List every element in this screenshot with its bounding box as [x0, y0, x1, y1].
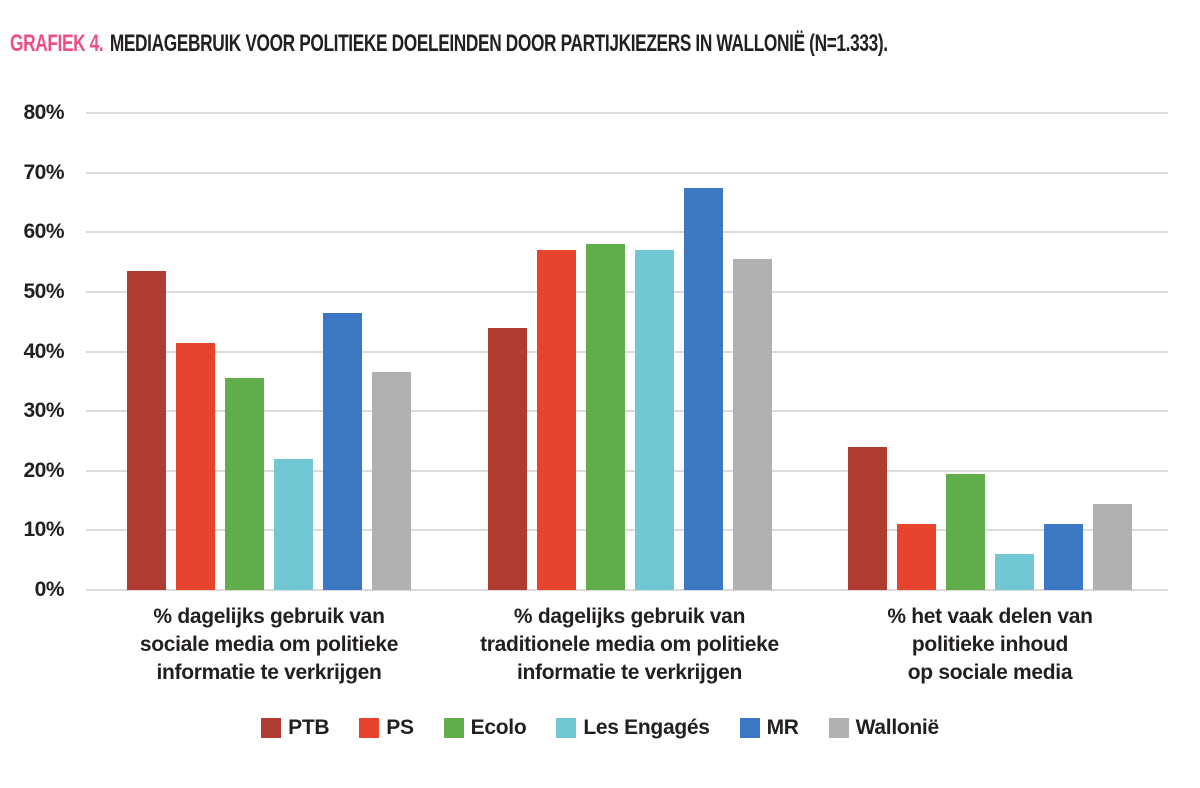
legend-item-ptb: PTB — [261, 716, 330, 740]
gridline-0% — [86, 589, 1168, 591]
bar-ps-group-3 — [897, 524, 936, 590]
legend: PTB PS Ecolo Les Engagés MR Wallonië — [0, 716, 1200, 740]
bar-mr-group-1 — [323, 312, 362, 590]
y-axis-tick-label-50%: 50% — [23, 279, 64, 303]
category-label-line: informatie te verkrijgen — [516, 661, 743, 684]
legend-swatch-ecolo — [443, 718, 464, 738]
legend-item-les-engagés: Les Engagés — [556, 716, 710, 740]
gridline-10% — [86, 529, 1168, 532]
y-axis-tick-label-30%: 30% — [23, 399, 64, 423]
legend-swatch-wallonië — [828, 718, 849, 738]
legend-swatch-les-engagés — [556, 718, 577, 738]
chart-title-prefix: GRAFIEK 4. — [10, 30, 104, 57]
y-axis-tick-label-70%: 70% — [23, 160, 64, 184]
legend-swatch-ps — [359, 718, 380, 738]
bar-ptb-group-3 — [848, 446, 887, 590]
gridline-80% — [86, 112, 1168, 114]
legend-item-mr: MR — [739, 716, 799, 740]
legend-label-ps: PS — [386, 716, 414, 739]
y-axis-tick-label-80%: 80% — [23, 101, 64, 124]
category-label-line: traditionele media om politieke — [480, 633, 779, 656]
bar-wallonië-group-2 — [732, 259, 772, 590]
gridline-30% — [86, 410, 1168, 413]
y-axis-tick-label-20%: 20% — [23, 458, 64, 482]
bar-wallonië-group-1 — [372, 372, 411, 590]
bar-les-engagés-group-1 — [274, 458, 313, 590]
legend-label-les-engagés: Les Engagés — [583, 716, 710, 739]
bar-mr-group-2 — [683, 187, 723, 590]
category-label-line: % dagelijks gebruik van — [153, 605, 385, 628]
chart-title: GRAFIEK 4. MEDIAGEBRUIK VOOR POLITIEKE DO… — [10, 30, 888, 58]
bar-ecolo-group-1 — [225, 378, 264, 590]
y-axis-tick-label-60%: 60% — [23, 220, 64, 244]
legend-label-ptb: PTB — [288, 716, 330, 739]
legend-label-mr: MR — [766, 716, 799, 739]
bar-ps-group-1 — [176, 342, 215, 590]
x-axis-category-label-2: % dagelijks gebruik van traditionele medi… — [450, 603, 810, 687]
legend-swatch-ptb — [261, 718, 282, 738]
bar-les-engagés-group-3 — [995, 554, 1034, 590]
bar-ptb-group-1 — [127, 271, 166, 590]
legend-item-ecolo: Ecolo — [443, 716, 527, 740]
legend-swatch-mr — [739, 718, 760, 738]
gridline-70% — [86, 171, 1168, 174]
bar-les-engagés-group-2 — [634, 250, 674, 590]
category-label-line: % dagelijks gebruik van — [513, 605, 746, 628]
x-axis-category-label-3: % het vaak delen van politieke inhoud op s… — [810, 603, 1170, 687]
category-label-line: informatie te verkrijgen — [156, 661, 382, 684]
bar-ecolo-group-2 — [585, 244, 625, 590]
gridline-60% — [86, 231, 1168, 234]
gridline-50% — [86, 290, 1168, 293]
legend-label-ecolo: Ecolo — [470, 716, 527, 739]
chart-title-text: MEDIAGEBRUIK VOOR POLITIEKE DOELEINDEN D… — [109, 30, 888, 57]
category-label-line: politieke inhoud — [911, 633, 1069, 656]
x-axis-category-label-1: % dagelijks gebruik van sociale media om … — [89, 603, 449, 687]
bar-ecolo-group-3 — [946, 473, 985, 590]
category-label-line: % het vaak delen van — [887, 605, 1093, 628]
bar-mr-group-3 — [1044, 524, 1083, 590]
bar-ps-group-2 — [536, 250, 576, 590]
gridline-20% — [86, 469, 1168, 472]
bar-ptb-group-2 — [487, 327, 527, 590]
legend-item-wallonië: Wallonië — [828, 716, 939, 740]
bar-wallonië-group-3 — [1093, 503, 1132, 590]
legend-label-wallonië: Wallonië — [855, 716, 939, 739]
y-axis-tick-label-10%: 10% — [23, 518, 64, 542]
category-label-line: sociale media om politieke — [139, 633, 399, 656]
category-label-line: op sociale media — [907, 661, 1073, 684]
y-axis-tick-label-40%: 40% — [23, 339, 64, 363]
legend-item-ps: PS — [359, 716, 414, 740]
gridline-40% — [86, 350, 1168, 353]
y-axis-tick-label-0%: 0% — [34, 578, 65, 601]
